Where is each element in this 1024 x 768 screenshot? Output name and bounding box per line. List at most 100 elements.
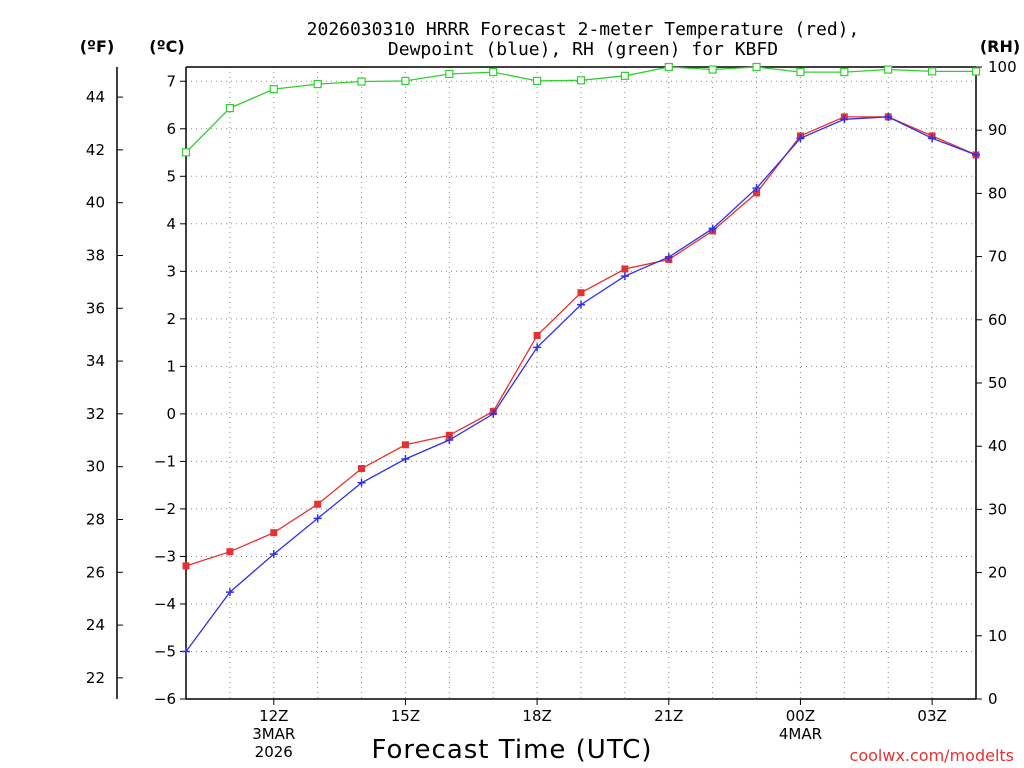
celsius-tick-label: −6 bbox=[154, 690, 176, 708]
dewpoint-point bbox=[840, 115, 849, 124]
chart-title-line2: Dewpoint (blue), RH (green) for KBFD bbox=[388, 39, 778, 60]
rh-tick-label: 0 bbox=[988, 690, 998, 708]
celsius-tick-label: 0 bbox=[166, 405, 176, 423]
fahrenheit-tick-label: 28 bbox=[86, 510, 105, 528]
celsius-tick-label: −4 bbox=[154, 595, 176, 613]
rh-point bbox=[576, 76, 586, 85]
celsius-axis-ticks: −6 −5 −4 −3 −2 −1 0 1 2 3 4 5 6 7 bbox=[154, 72, 186, 708]
fahrenheit-tick-label: 38 bbox=[86, 246, 105, 264]
dewpoint-point bbox=[182, 647, 190, 656]
dewpoint-point bbox=[357, 478, 366, 487]
rh-point bbox=[708, 65, 717, 74]
rh-tick-label: 100 bbox=[988, 58, 1017, 76]
dewpoint-point bbox=[796, 134, 805, 143]
rh-tick-label: 80 bbox=[988, 184, 1007, 202]
temperature-point bbox=[182, 562, 190, 570]
fahrenheit-tick-label: 26 bbox=[86, 563, 105, 581]
grid bbox=[186, 67, 976, 700]
rh-tick-label: 20 bbox=[988, 564, 1007, 582]
fahrenheit-tick-label: 40 bbox=[86, 194, 105, 212]
time-tick-label: 3MAR bbox=[252, 725, 295, 743]
celsius-tick-label: 6 bbox=[166, 120, 176, 138]
series-layer bbox=[181, 62, 981, 656]
dewpoint-point bbox=[225, 588, 234, 597]
fahrenheit-tick-label: 24 bbox=[86, 616, 105, 634]
time-tick-label: 03Z bbox=[917, 707, 946, 725]
celsius-tick-label: −5 bbox=[154, 642, 176, 660]
celsius-tick-label: 3 bbox=[166, 262, 176, 280]
fahrenheit-unit-label: (ºF) bbox=[80, 37, 115, 56]
temperature-point bbox=[226, 548, 234, 556]
dewpoint-point bbox=[313, 514, 322, 523]
time-tick-label: 00Z bbox=[786, 707, 815, 725]
temperature-line bbox=[185, 116, 977, 567]
rh-point bbox=[357, 77, 366, 86]
celsius-unit-label: (ºC) bbox=[149, 37, 184, 56]
x-axis-label: Forecast Time (UTC) bbox=[371, 735, 652, 765]
rh-point bbox=[752, 62, 761, 72]
temperature-point bbox=[358, 465, 366, 473]
dewpoint-point bbox=[445, 436, 454, 445]
fahrenheit-tick-label: 32 bbox=[86, 405, 105, 423]
dewpoint-point bbox=[533, 343, 542, 352]
temperature-point bbox=[753, 189, 761, 197]
rh-unit-label: (RH) bbox=[980, 37, 1020, 56]
rh-tick-label: 70 bbox=[988, 248, 1007, 266]
celsius-tick-label: −3 bbox=[154, 547, 176, 565]
temperature-point bbox=[621, 265, 629, 273]
rh-point bbox=[489, 67, 498, 77]
dewpoint-point bbox=[620, 272, 629, 281]
dewpoint-point bbox=[884, 112, 893, 121]
rh-point bbox=[313, 79, 322, 89]
rh-tick-label: 40 bbox=[988, 437, 1007, 455]
fahrenheit-tick-label: 42 bbox=[86, 141, 105, 159]
rh-axis-ticks: 0 10 20 30 40 50 60 70 80 90 100 bbox=[976, 58, 1017, 708]
credit-text: coolwx.com/modelts bbox=[850, 746, 1014, 765]
dewpoint-point bbox=[928, 134, 937, 143]
rh-point bbox=[533, 76, 542, 86]
rh-point bbox=[664, 62, 673, 72]
time-tick-label: 2026 bbox=[255, 743, 293, 761]
temperature-point bbox=[577, 289, 585, 297]
time-tick-label: 21Z bbox=[654, 707, 683, 725]
rh-point bbox=[181, 148, 191, 157]
dewpoint-point bbox=[664, 253, 673, 262]
time-tick-label: 4MAR bbox=[779, 725, 822, 743]
time-tick-label: 15Z bbox=[391, 707, 420, 725]
rh-tick-label: 90 bbox=[988, 121, 1007, 139]
fahrenheit-tick-label: 36 bbox=[86, 299, 105, 317]
celsius-tick-label: 2 bbox=[166, 310, 176, 328]
temperature-point bbox=[445, 431, 453, 439]
rh-point bbox=[401, 76, 410, 86]
celsius-tick-label: 1 bbox=[166, 357, 176, 375]
rh-point bbox=[840, 67, 849, 77]
temperature-point bbox=[533, 331, 541, 339]
dewpoint-point bbox=[577, 300, 585, 309]
rh-point bbox=[971, 67, 981, 76]
rh-tick-label: 60 bbox=[988, 311, 1007, 329]
rh-point bbox=[225, 103, 234, 113]
dewpoint-point bbox=[269, 550, 278, 559]
temperature-point bbox=[401, 441, 409, 449]
rh-tick-label: 50 bbox=[988, 374, 1007, 392]
temperature-point bbox=[314, 500, 322, 508]
rh-point bbox=[796, 67, 805, 77]
rh-point bbox=[445, 69, 454, 79]
rh-point bbox=[884, 65, 893, 74]
fahrenheit-tick-label: 30 bbox=[86, 458, 105, 476]
rh-point bbox=[269, 85, 278, 94]
rh-tick-label: 10 bbox=[988, 627, 1007, 645]
dewpoint-point bbox=[401, 455, 410, 464]
dewpoint-point bbox=[708, 224, 717, 233]
dewpoint-point bbox=[489, 409, 498, 418]
rh-tick-label: 30 bbox=[988, 500, 1007, 518]
celsius-tick-label: 7 bbox=[166, 72, 176, 90]
chart-title-line1: 2026030310 HRRR Forecast 2-meter Tempera… bbox=[307, 19, 860, 40]
rh-point bbox=[928, 67, 937, 76]
celsius-tick-label: 4 bbox=[166, 215, 176, 233]
celsius-tick-label: 5 bbox=[166, 167, 176, 185]
dewpoint-point bbox=[752, 184, 761, 193]
dewpoint-point bbox=[972, 150, 980, 159]
